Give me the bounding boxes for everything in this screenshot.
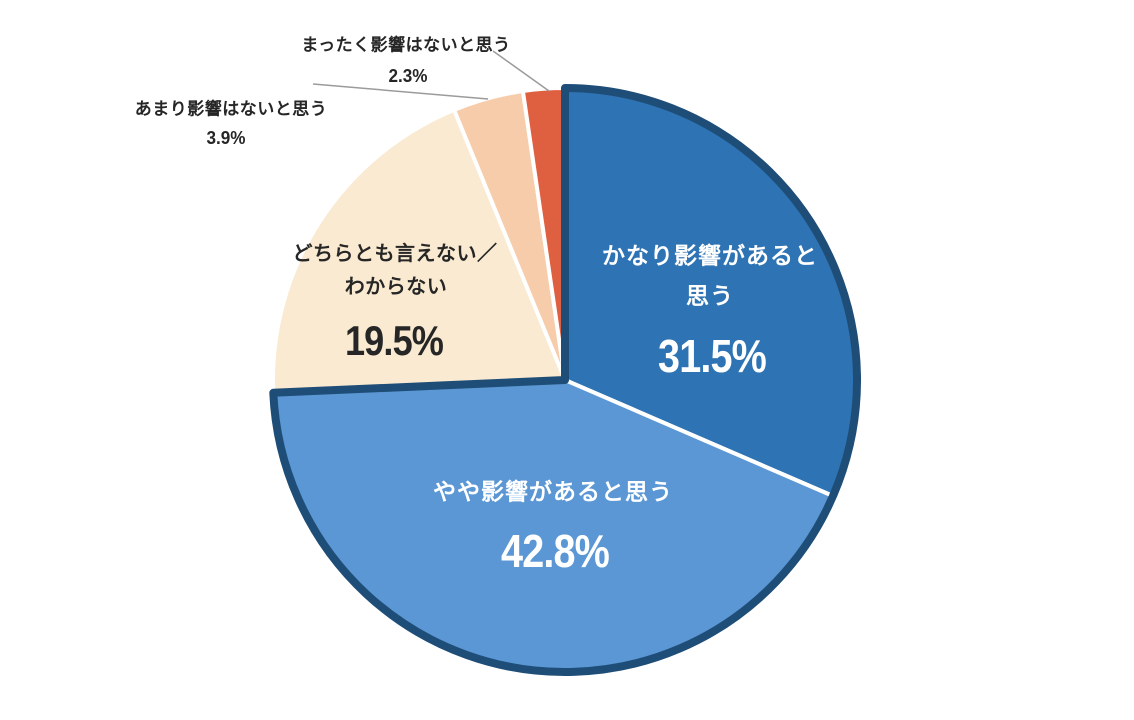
slice-percent-yaya: 42.8%	[501, 525, 610, 577]
leader-line-amari	[312, 83, 489, 100]
pie-slice-2	[271, 107, 567, 395]
slice-percent-dochira: 19.5%	[344, 317, 444, 364]
slice-label-dochira-line1: どちらとも言えない／	[292, 243, 498, 265]
slice-label-kanari-line1: かなり影響があると	[602, 242, 818, 269]
slice-label-dochira-line2: わからない	[344, 276, 448, 298]
slice-label-kanari-line2: 思う	[686, 282, 734, 309]
slice-label-amari: あまり影響はないと思う	[134, 99, 328, 119]
slice-label-mattaku: まったく影響はないと思う	[301, 35, 511, 55]
slice-percent-amari: 3.9%	[206, 128, 246, 148]
slice-percent-mattaku: 2.3%	[388, 66, 428, 86]
slice-label-yaya: やや影響があると思う	[433, 478, 673, 505]
slice-percent-kanari: 31.5%	[658, 330, 767, 382]
blue-slices-outline	[269, 84, 861, 676]
leader-line-mattaku	[492, 50, 550, 92]
